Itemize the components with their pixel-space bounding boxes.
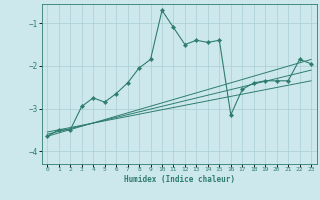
X-axis label: Humidex (Indice chaleur): Humidex (Indice chaleur)	[124, 175, 235, 184]
